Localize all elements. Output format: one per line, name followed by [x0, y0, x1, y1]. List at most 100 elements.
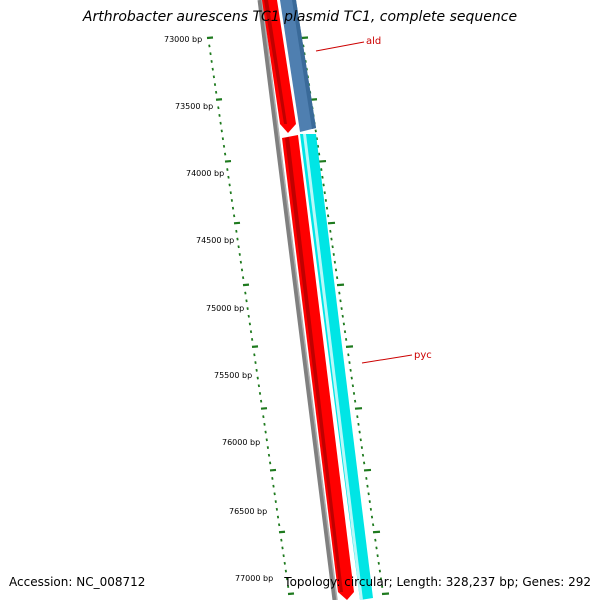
ruler-minor-tick [238, 253, 241, 256]
backbone-line [257, 0, 338, 600]
ruler-minor-tick [303, 52, 306, 56]
ruler-minor-tick [314, 129, 317, 133]
ruler-minor-tick [316, 144, 320, 148]
ruler-minor-tick [209, 52, 212, 56]
ruler-major-tick [260, 407, 268, 410]
ruler-minor-tick [246, 307, 249, 310]
ruler-major-tick [336, 283, 345, 287]
ruler-major-tick [345, 345, 354, 348]
ruler-minor-tick [322, 183, 325, 187]
ruler-minor-tick [229, 191, 232, 195]
gene-ald-shade [292, 0, 316, 129]
ruler-minor-tick [374, 538, 377, 542]
ruler-minor-tick [223, 152, 227, 156]
ruler-major-tick [318, 159, 327, 163]
ruler-minor-tick [280, 538, 283, 542]
ruler-tick-labels: 73000 bp 73500 bp 74000 bp 74500 bp 7500… [164, 35, 273, 583]
ruler-major-tick [381, 592, 390, 596]
ruler-minor-tick [365, 476, 368, 480]
ruler-minor-tick [339, 299, 342, 303]
ruler-minor-tick [359, 438, 362, 442]
ruler-minor-tick [352, 392, 356, 395]
tick-label: 76000 bp [222, 438, 260, 447]
ruler-minor-tick [344, 337, 348, 341]
ruler-minor-tick [253, 353, 256, 357]
ruler-minor-tick [375, 546, 378, 550]
accession-text: Accession: NC_008712 [9, 575, 146, 589]
ruler-minor-tick [323, 191, 326, 195]
ruler-minor-tick [245, 299, 248, 303]
ruler-minor-tick [362, 461, 366, 465]
ruler-minor-tick [249, 330, 253, 334]
ruler-minor-tick [302, 44, 305, 48]
ruler-minor-tick [240, 268, 244, 272]
gene-ald-leader [315, 41, 365, 52]
gene-pyc-label[interactable]: pyc [414, 350, 432, 361]
ruler-minor-tick [220, 129, 223, 133]
ruler-minor-tick [263, 422, 266, 426]
ruler-minor-tick [361, 453, 365, 457]
ruler-minor-tick [222, 144, 226, 148]
ruler-minor-tick [343, 330, 347, 334]
ruler-minor-tick [231, 206, 235, 210]
ruler-minor-tick [357, 422, 360, 426]
red-gene-lower-shade [285, 137, 343, 592]
ruler-minor-tick [232, 214, 236, 218]
ruler-minor-tick [326, 214, 330, 218]
ruler-minor-tick [226, 168, 229, 171]
backbone-highlight [261, 0, 338, 600]
topology-summary: Topology: circular; Length: 328,237 bp; … [284, 575, 591, 589]
ruler-minor-tick [281, 546, 284, 550]
ruler-minor-tick [244, 291, 247, 295]
ruler-minor-tick [258, 392, 262, 395]
ruler-major-tick [327, 221, 336, 225]
ruler-minor-tick [227, 175, 230, 179]
ruler-minor-tick [237, 245, 240, 249]
ruler-major-tick [215, 98, 223, 101]
tick-label: 76500 bp [229, 507, 267, 516]
ruler-major-tick [251, 345, 259, 348]
gene-ald-arrow[interactable] [280, 0, 316, 132]
ruler-major-tick [287, 592, 295, 596]
ruler-minor-tick [282, 554, 285, 558]
tick-label: 77000 bp [235, 574, 273, 583]
ruler-minor-tick [228, 183, 231, 187]
ruler-minor-tick [285, 577, 289, 581]
ruler-minor-tick [325, 206, 329, 210]
tick-label: 74000 bp [186, 169, 224, 178]
ruler-minor-tick [210, 59, 213, 63]
ruler-minor-tick [262, 415, 265, 419]
ruler-minor-tick [377, 561, 380, 565]
ruler-minor-tick [335, 276, 339, 280]
ruler-major-tick [354, 407, 363, 410]
tick-label: 74500 bp [196, 236, 234, 245]
tick-label: 75000 bp [206, 304, 244, 313]
ruler-major-tick [269, 468, 277, 472]
ruler-minor-tick [212, 75, 216, 79]
ruler-minor-tick [358, 430, 361, 434]
ruler-minor-tick [349, 368, 352, 372]
ruler-minor-tick [268, 461, 272, 465]
ruler-major-tick [242, 283, 250, 287]
ruler-minor-tick [217, 106, 220, 110]
ruler-minor-tick [351, 384, 355, 388]
ruler-minor-tick [333, 260, 337, 264]
ruler-minor-tick [317, 152, 321, 156]
ruler-minor-tick [259, 399, 263, 403]
gene-pyc-leader [361, 354, 413, 364]
ruler-major-ticks [206, 36, 390, 596]
ruler-minor-tick [208, 44, 211, 48]
ruler-minor-tick [274, 500, 277, 504]
ruler-major-tick [224, 159, 232, 163]
ruler-minor-tick [367, 492, 370, 496]
ruler-minor-tick [271, 476, 274, 480]
ruler-minor-tick [211, 67, 214, 71]
ruler-minor-tick [283, 561, 286, 565]
ruler-minor-tick [353, 399, 357, 403]
ruler-minor-tick [218, 114, 221, 117]
ruler-minor-tick [356, 415, 359, 419]
ruler-minor-tick [219, 121, 222, 125]
gene-ald-label[interactable]: ald [366, 36, 381, 47]
ruler-minor-tick [257, 384, 261, 388]
ruler-minor-tick [324, 198, 328, 202]
